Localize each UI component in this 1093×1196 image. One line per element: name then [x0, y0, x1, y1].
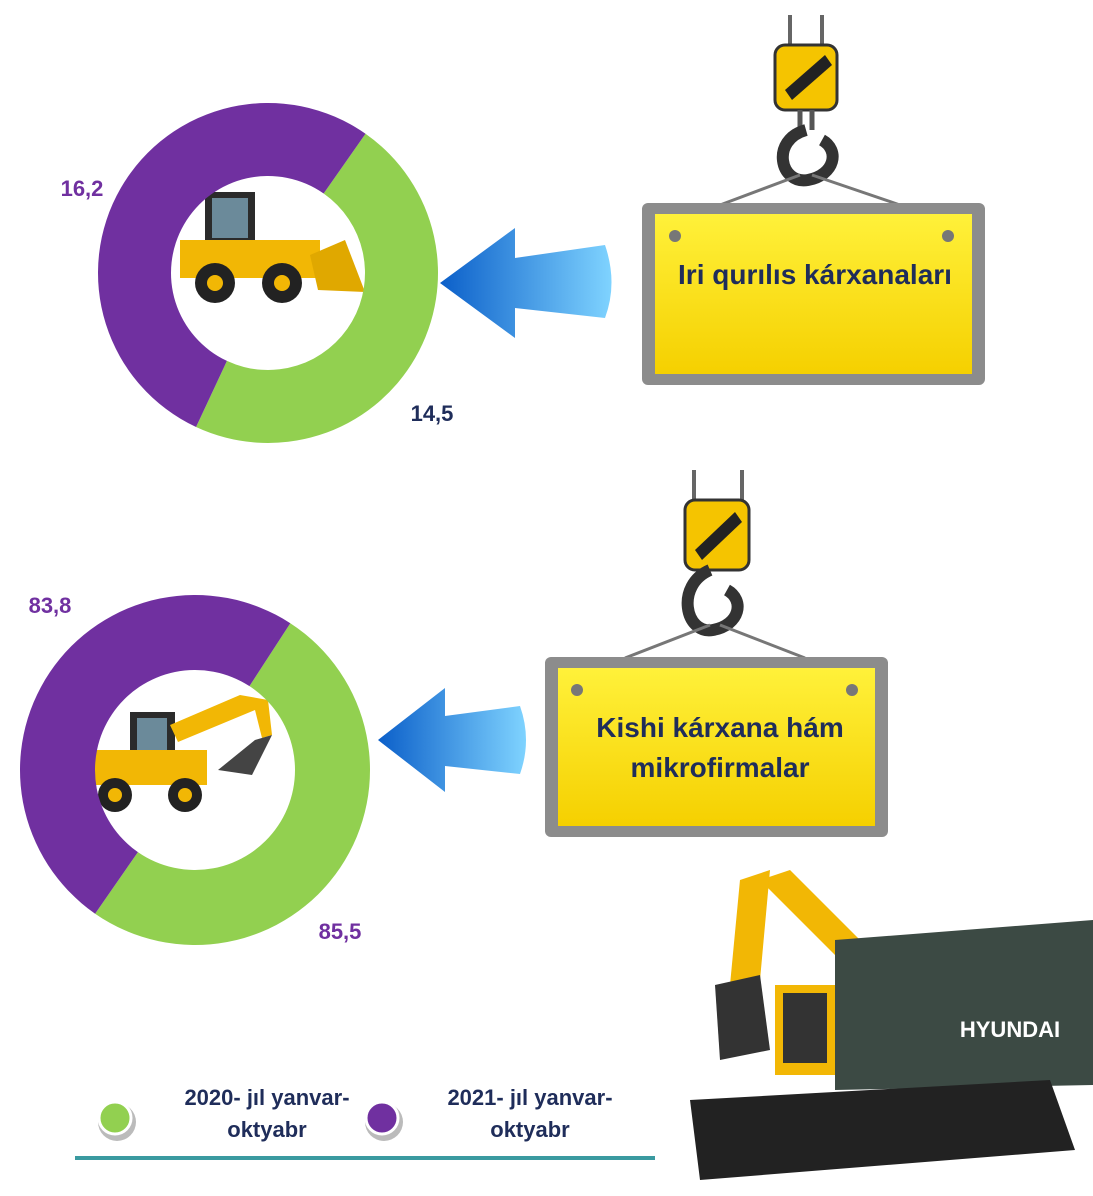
donut-slice — [196, 133, 439, 444]
divider — [75, 1156, 655, 1160]
arrow — [440, 228, 612, 338]
arrow — [378, 688, 526, 792]
crane-hook — [545, 470, 888, 837]
donut-slice — [20, 595, 291, 914]
sign-label: Iri qurılıs kárxanaları — [678, 259, 952, 290]
legend-marker — [364, 1100, 400, 1136]
value-label: 85,5 — [319, 919, 362, 944]
excavator-photo: HYUNDAI — [690, 870, 1093, 1180]
donut-slice — [98, 103, 366, 428]
excavator-icon — [92, 695, 272, 812]
value-label: 83,8 — [29, 593, 72, 618]
crane-hook — [642, 15, 985, 385]
brand-logo: HYUNDAI — [960, 1017, 1060, 1042]
sign-label: Kishi kárxana hám mikrofirmalar — [596, 712, 844, 783]
value-label: 16,2 — [61, 176, 104, 201]
legend-label: 2021- jıl yanvar-oktyabr — [447, 1085, 613, 1142]
legend-marker — [97, 1100, 133, 1136]
value-label: 14,5 — [411, 401, 454, 426]
loader-icon — [180, 192, 365, 303]
legend-label: 2020- jıl yanvar-oktyabr — [184, 1085, 350, 1142]
donut-slice — [95, 623, 371, 946]
